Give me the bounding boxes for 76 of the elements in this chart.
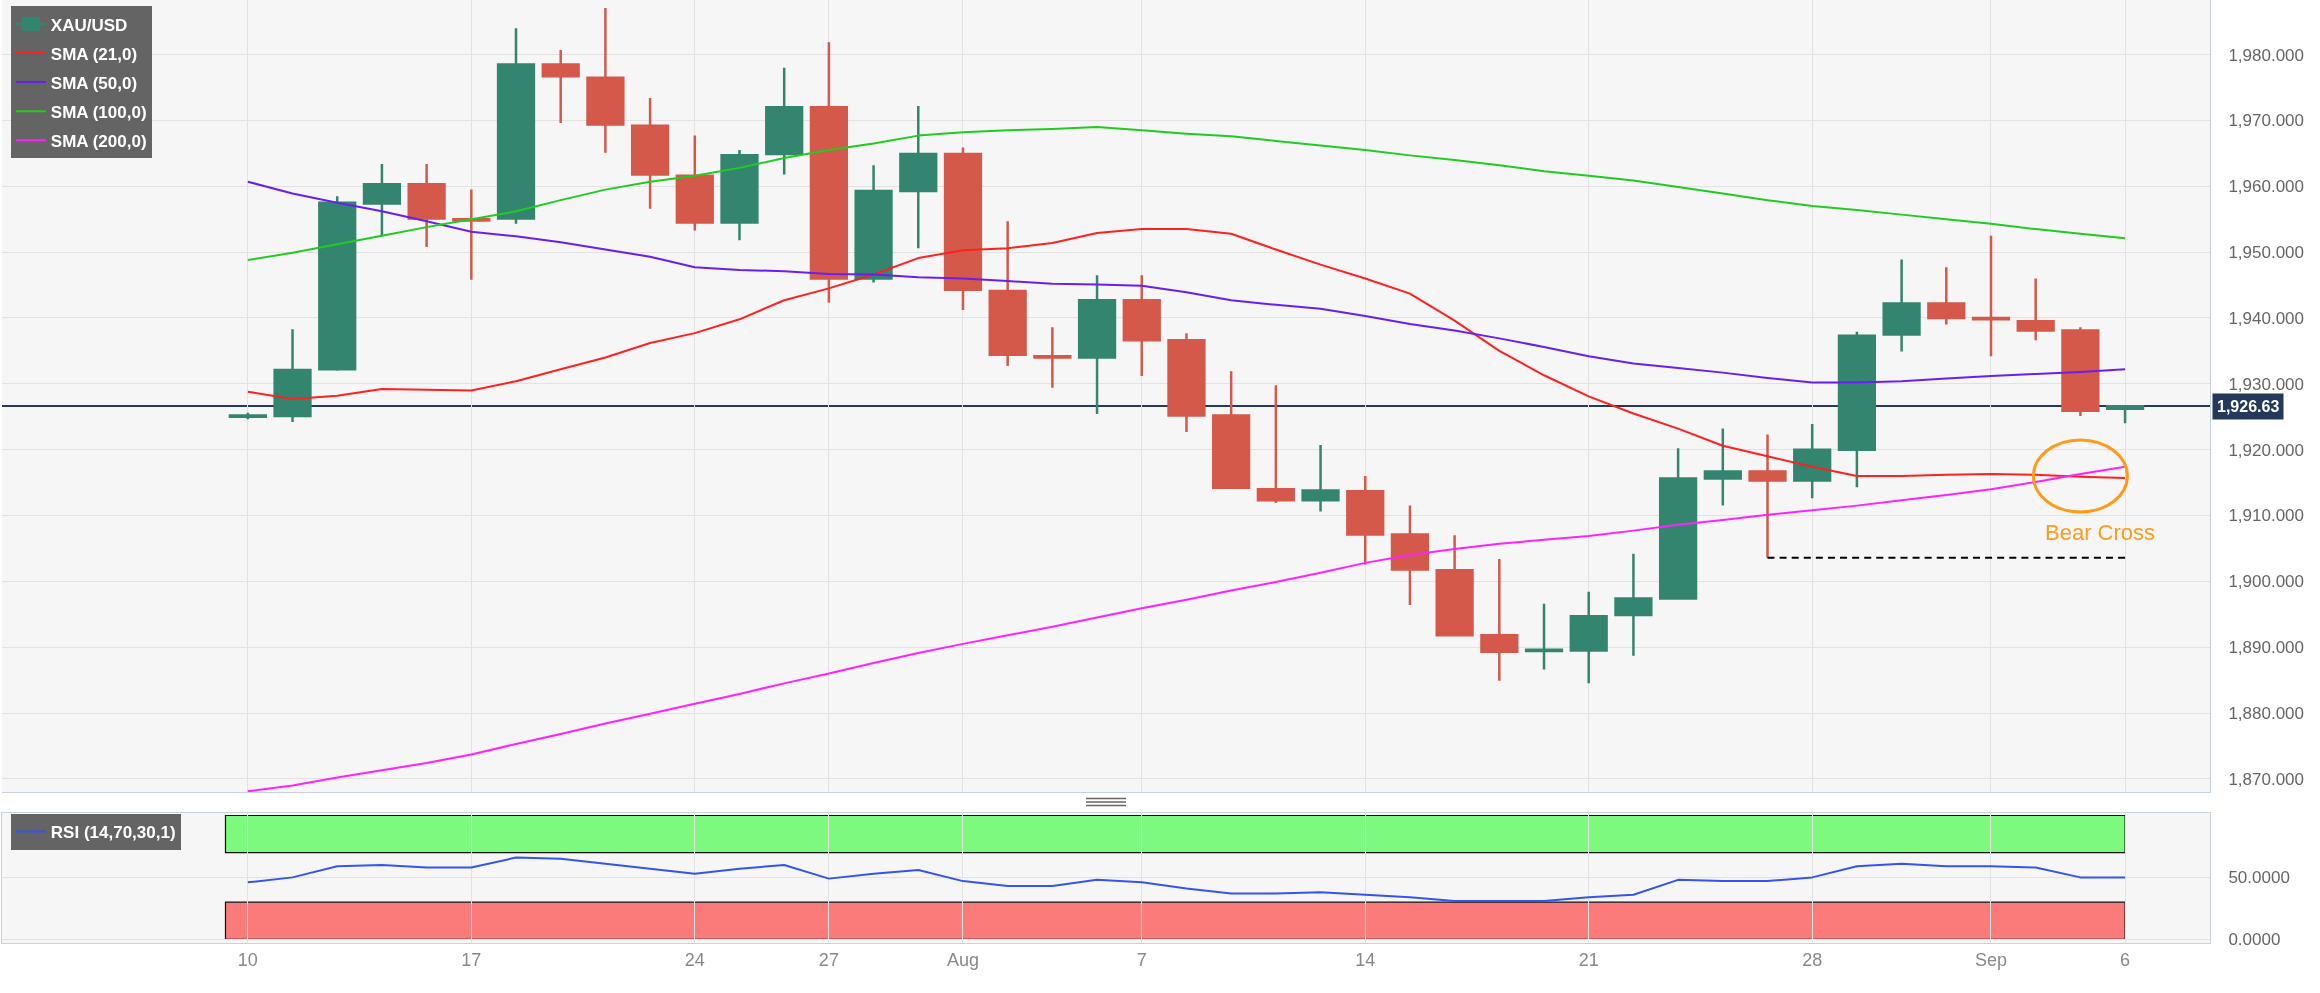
candlestick [1480, 557, 1519, 682]
y-tick-label: 1,980.000 [2228, 45, 2305, 65]
candlestick [1569, 590, 1608, 685]
x-tick-label: 6 [2120, 949, 2131, 970]
candlestick [407, 162, 446, 249]
y-tick-label: 0.0000 [2228, 930, 2281, 950]
x-tick-label: 17 [461, 949, 482, 970]
candlestick [1212, 370, 1251, 490]
candlestick [273, 327, 312, 424]
y-tick-label: 50.0000 [2228, 868, 2290, 888]
y-tick-label: 1,870.000 [2228, 769, 2305, 789]
candlestick [899, 104, 938, 250]
y-tick-label: 1,920.000 [2228, 440, 2305, 460]
candlestick [1435, 533, 1474, 637]
line-series [246, 180, 2127, 384]
y-tick-label: 1,960.000 [2228, 177, 2305, 197]
y-tick-label: 1,910.000 [2228, 506, 2305, 526]
candlestick [1167, 331, 1206, 434]
y-tick-label: 1,900.000 [2228, 572, 2305, 592]
y-tick-label: 1,940.000 [2228, 308, 2305, 328]
y-tick-label: 1,970.000 [2228, 111, 2305, 131]
legend-label: SMA (100,0) [50, 102, 147, 122]
legend-label: XAU/USD [50, 15, 128, 35]
x-tick-label: 24 [684, 949, 705, 970]
y-tick-label: 1,930.000 [2228, 374, 2305, 394]
candlestick [1703, 427, 1742, 507]
candlestick [1346, 474, 1385, 567]
x-tick-label: 10 [237, 949, 258, 970]
candlestick [1748, 433, 1787, 559]
candlestick [943, 146, 983, 312]
candlestick [1971, 234, 2011, 358]
x-tick-label: Aug [946, 949, 979, 970]
candlestick [362, 162, 402, 238]
candlestick [318, 194, 357, 372]
candlestick [2061, 325, 2100, 418]
candlestick [1256, 383, 1295, 505]
candlestick [1524, 602, 1564, 671]
candlestick [1122, 273, 1161, 378]
y-tick-label: 1,950.000 [2228, 243, 2305, 263]
line-series [246, 126, 2127, 262]
ref-line-label: 1,926.63 [2217, 398, 2280, 415]
candlestick [1301, 443, 1340, 513]
candlestick [1614, 552, 1653, 657]
candlestick [1033, 325, 1072, 390]
x-tick-label: Sep [1974, 949, 2008, 970]
legend-label: SMA (200,0) [50, 131, 147, 151]
candlestick [1837, 330, 1877, 489]
candlestick [586, 6, 625, 154]
candlestick [630, 96, 670, 210]
y-tick-label: 1,890.000 [2228, 638, 2305, 658]
candlestick [765, 66, 804, 176]
candlestick [1882, 258, 1921, 353]
candlestick [2016, 277, 2055, 342]
legend-label: SMA (21,0) [50, 44, 138, 64]
legend-label: RSI (14,70,30,1) [50, 823, 176, 843]
candlestick [1658, 447, 1698, 600]
x-tick-label: 14 [1355, 949, 1376, 970]
candlestick [1793, 422, 1832, 500]
candlestick [675, 134, 714, 232]
candlestick [496, 27, 536, 226]
line-series [246, 228, 2127, 479]
candlestick [988, 219, 1027, 368]
candlestick [1390, 504, 1430, 607]
candlestick [541, 48, 580, 125]
candlestick [854, 164, 893, 284]
candlestick [1927, 266, 1966, 326]
line-series [246, 856, 2127, 902]
x-tick-label: 28 [1802, 949, 1823, 970]
x-tick-label: 7 [1136, 949, 1147, 970]
legend-label: SMA (50,0) [50, 73, 138, 93]
x-tick-label: 27 [818, 949, 839, 970]
candlestick [720, 148, 759, 242]
candlestick [1077, 273, 1117, 416]
annotation: Bear Cross [2045, 520, 2156, 545]
x-tick-label: 21 [1578, 949, 1599, 970]
y-tick-label: 1,880.000 [2228, 703, 2305, 723]
